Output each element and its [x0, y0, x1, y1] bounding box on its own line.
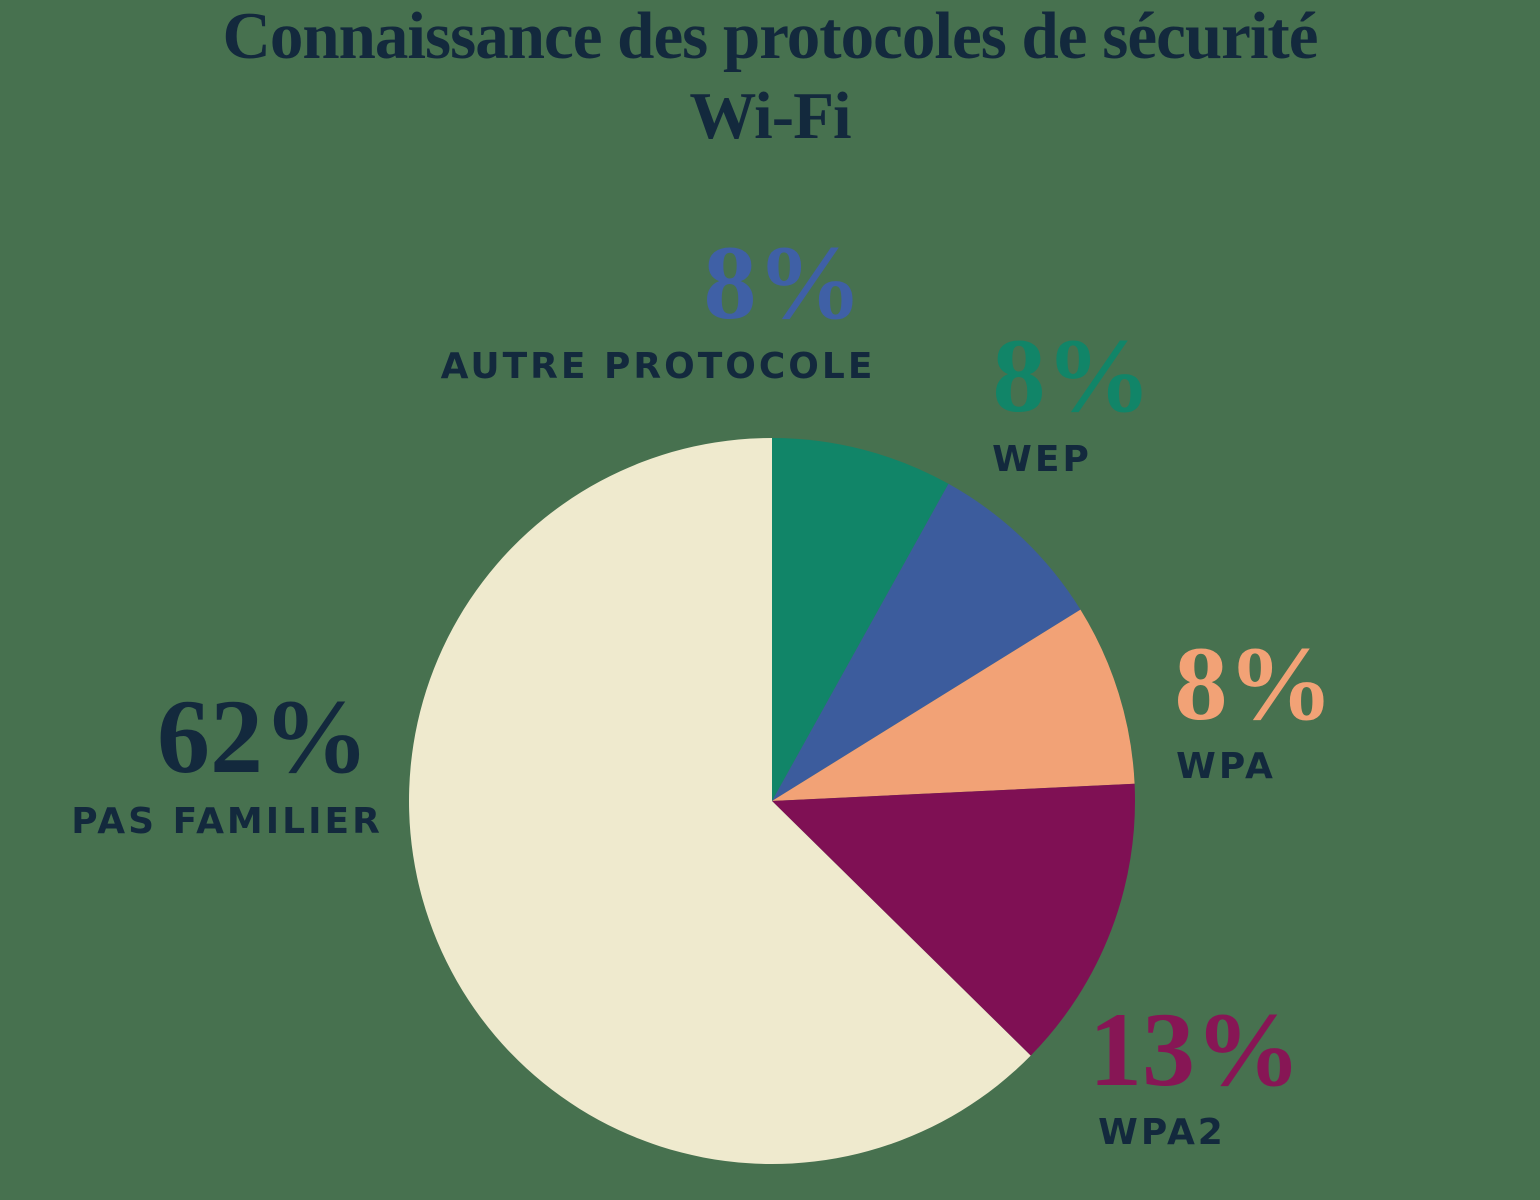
- value-pas-familier: 62%: [157, 678, 369, 795]
- label-pas-familier: PAS FAMILIER: [71, 801, 383, 842]
- pie-slice-autre-protocole: [772, 483, 1081, 801]
- chart-title: Connaissance des protocoles de sécurité …: [0, 0, 1540, 156]
- chart-title-line-1: Connaissance des protocoles de sécurité: [222, 0, 1319, 73]
- label-autre-protocole: AUTRE PROTOCOLE: [440, 346, 876, 387]
- label-wpa: WPA: [1176, 746, 1276, 787]
- pie-slice-pas-familier: [409, 438, 1031, 1164]
- pie-slice-wep: [772, 438, 949, 801]
- label-wpa2: WPA2: [1098, 1112, 1226, 1153]
- pie-slice-wpa2: [772, 783, 1136, 1056]
- value-wep: 8%: [992, 317, 1152, 434]
- pie-slice-wpa: [772, 609, 1135, 801]
- label-wep: WEP: [992, 439, 1092, 480]
- value-autre-protocole: 8%: [703, 224, 863, 341]
- chart-title-line-2: Wi-Fi: [689, 79, 851, 153]
- value-wpa: 8%: [1174, 625, 1334, 742]
- value-wpa2: 13%: [1089, 991, 1301, 1108]
